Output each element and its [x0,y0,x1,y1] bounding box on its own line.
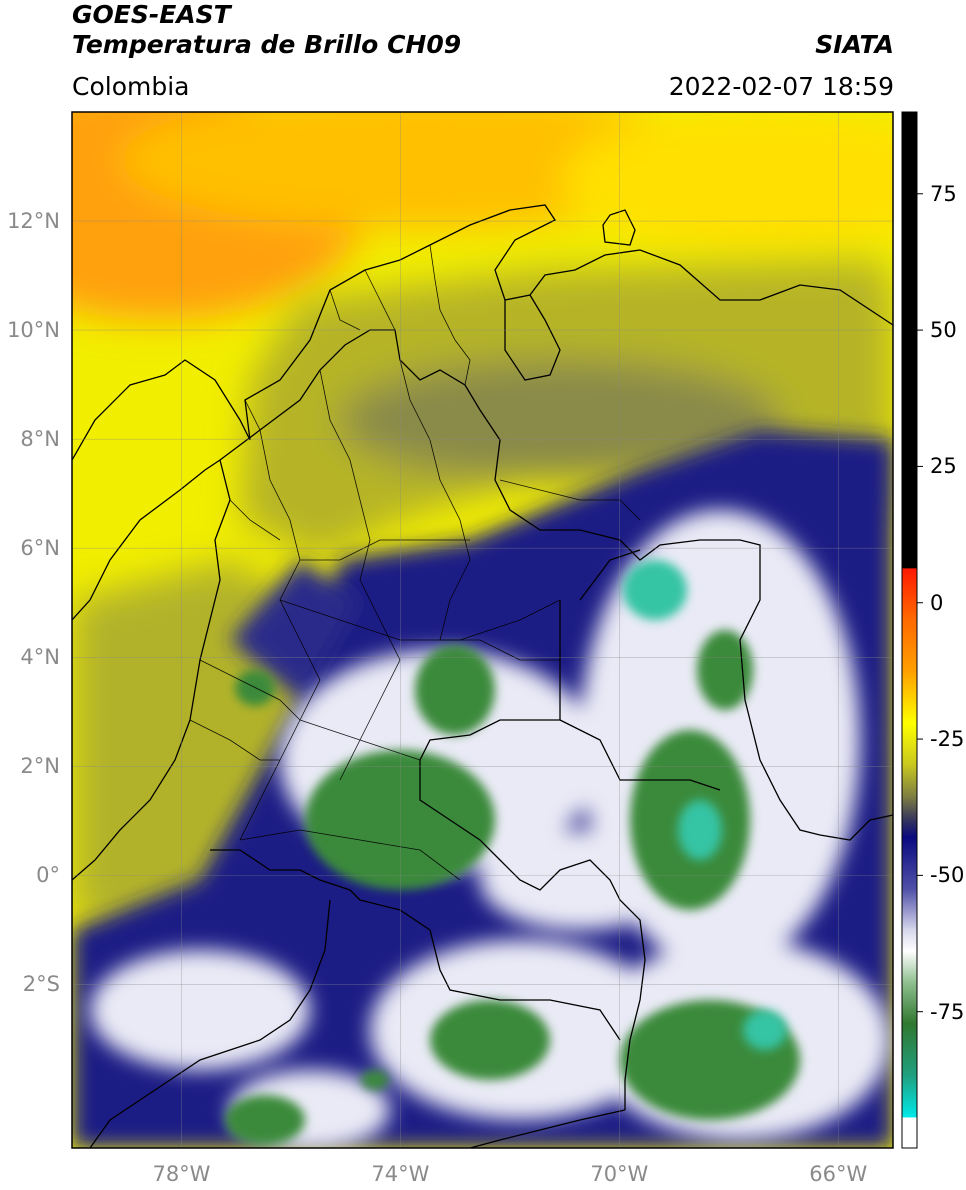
colorbar-ticks [917,193,923,1013]
lon-tick-label: 70°W [590,1162,649,1186]
map-frame [71,111,894,1149]
lat-tick-label: 8°N [20,427,60,452]
colorbar [901,111,918,1149]
datetime-label: 2022-02-07 18:59 [668,72,894,101]
lat-tick-label: 6°N [20,536,60,561]
colorbar-tick-label: 0 [930,590,944,615]
title-source: SIATA [815,30,894,59]
lon-tick-label: 74°W [371,1162,430,1186]
lat-tick-label: 0° [36,863,60,888]
colorbar-tick-label: -75 [930,999,965,1024]
lat-tick-label: 2°N [20,754,60,779]
satellite-image [72,112,893,1148]
lon-tick-label: 66°W [809,1162,868,1186]
lat-tick-label: 4°N [20,645,60,670]
colorbar-tick-label: 25 [930,454,957,479]
latitude-gridlines [72,220,893,985]
lat-tick-label: 2°S [22,972,60,997]
colorbar-tick-label: -50 [930,863,965,888]
longitude-gridlines [181,112,839,1148]
lat-tick-label: 10°N [7,318,60,343]
colorbar-tick-label: -25 [930,727,965,752]
colorbar-tick-label: 50 [930,318,957,343]
lon-tick-label: 78°W [152,1162,211,1186]
title-satellite: GOES-EAST [72,0,231,29]
colorbar-tick-label: 75 [930,181,957,206]
title-product: Temperatura de Brillo CH09 [72,30,462,59]
region-label: Colombia [72,72,190,101]
lat-tick-label: 12°N [7,209,60,234]
